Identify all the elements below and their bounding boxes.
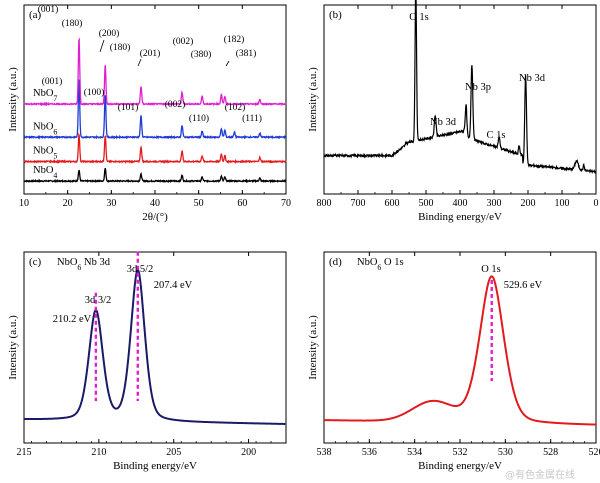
x-axis-label: Binding energy/eV [418, 460, 502, 472]
x-tick-label: 526 [589, 447, 600, 458]
hkl-label: (100) [84, 87, 105, 98]
x-tick-label: 800 [317, 198, 332, 209]
hkl-label: (180) [62, 18, 83, 29]
peak-label: Nb 3d [430, 117, 457, 128]
peak-energy-label: 207.4 eV [154, 280, 193, 291]
plot-frame [23, 251, 287, 444]
hkl-label: (002) [173, 36, 194, 47]
peak-energy-label: 210.2 eV [53, 314, 92, 325]
x-tick-label: 536 [362, 447, 377, 458]
plot-frame [323, 251, 597, 444]
annotation-arrow [225, 60, 230, 67]
x-tick-label: 0 [594, 198, 599, 209]
peak-name-label: O 1s [481, 264, 501, 275]
hkl-label: (102) [225, 102, 246, 113]
x-tick-label: 700 [351, 198, 366, 209]
peak-name-label: 3d 3/2 [85, 295, 112, 306]
panel-a-xrd: 10 20 30 40 50 60 70 Intensity (a.u.) 2θ/(°) (a) N… [7, 4, 291, 223]
x-tick-label: 534 [407, 447, 422, 458]
y-axis-label: Intensity (a.u.) [7, 67, 19, 132]
x-tick-label: 210 [91, 447, 106, 458]
x-tick-label: 215 [17, 447, 32, 458]
hkl-label: (101) [118, 102, 139, 113]
peak-label: Nb 3p [465, 82, 491, 93]
x-tick-label: 30 [106, 198, 116, 209]
hkl-label: (111) [242, 113, 262, 124]
x-tick-label: 40 [150, 198, 160, 209]
xps-survey-line [323, 0, 597, 175]
panel-label: (b) [329, 9, 342, 21]
hkl-label: (381) [236, 48, 257, 59]
panel-label: (a) [29, 9, 42, 21]
x-tick-label: 60 [237, 198, 247, 209]
x-tick-label: 528 [543, 447, 558, 458]
hkl-label: (201) [140, 48, 161, 59]
xrd-line-NbO6 [23, 78, 287, 140]
x-tick-label: 50 [194, 198, 204, 209]
series-label-NbO6: NbO6 [33, 121, 57, 136]
peak-name-label: 3d 5/2 [127, 264, 154, 275]
o1s-line [323, 275, 597, 426]
xrd-line-NbO4 [23, 167, 287, 184]
annotation-arrow [99, 39, 105, 53]
hkl-label: (182) [224, 34, 245, 45]
xrd-line-NbO5 [23, 132, 287, 165]
hkl-label: (380) [191, 49, 212, 60]
hkl-label: (200) [99, 28, 120, 39]
x-tick-label: 200 [521, 198, 536, 209]
hkl-label: (001) [38, 4, 59, 15]
series-label-NbO5: NbO5 [33, 146, 57, 161]
hkl-label: (001) [42, 76, 63, 87]
peak-label: C 1s [487, 130, 506, 141]
peak-energy-label: 529.6 eV [504, 280, 543, 291]
watermark: @有色金属在线 [505, 468, 575, 481]
xrd-line-NbO7 [23, 37, 287, 107]
x-tick-label: 20 [63, 198, 73, 209]
x-tick-label: 205 [166, 447, 181, 458]
panel-title: NbO6 Nb 3d [57, 257, 111, 272]
hkl-label: (110) [189, 113, 209, 124]
x-tick-label: 200 [241, 447, 256, 458]
series-label-NbO7: NbO7 [33, 88, 57, 103]
x-tick-label: 100 [555, 198, 570, 209]
x-axis-label: Binding energy/eV [113, 460, 197, 472]
panel-label: (c) [29, 256, 42, 268]
y-axis-label: Intensity (a.u.) [7, 315, 19, 380]
panel-c-nb3d: 215 210 205 200 Intensity (a.u.) Binding ener… [7, 251, 287, 472]
x-tick-label: 10 [19, 198, 29, 209]
annotation-arrow [137, 58, 142, 67]
x-tick-label: 530 [498, 447, 513, 458]
x-tick-label: 400 [453, 198, 468, 209]
x-tick-label: 300 [487, 198, 502, 209]
peak-label: O 1s [409, 12, 429, 23]
hkl-label: (002) [165, 99, 186, 110]
x-tick-label: 532 [453, 447, 468, 458]
x-tick-label: 70 [281, 198, 291, 209]
y-axis-label: Intensity (a.u.) [307, 67, 319, 132]
x-axis-label: 2θ/(°) [142, 211, 168, 223]
panel-d-o1s: 538 536 534 532 530 528 526 Intensity (a.u.) Bin… [307, 251, 600, 472]
nb3d-line [24, 268, 286, 425]
panel-title: NbO6 O 1s [357, 257, 404, 272]
hkl-label: (180) [110, 42, 131, 53]
panel-b-xps-survey: 800 700 600 500 400 300 200 100 0 Intensity (a.u.… [307, 0, 599, 223]
peak-label: Nb 3d [519, 73, 546, 84]
x-axis-label: Binding energy/eV [418, 211, 502, 223]
x-tick-label: 600 [385, 198, 400, 209]
x-tick-label: 538 [317, 447, 332, 458]
plot-frame [323, 4, 597, 195]
series-label-NbO4: NbO4 [33, 165, 57, 180]
x-tick-label: 500 [419, 198, 434, 209]
panel-label: (d) [329, 256, 342, 268]
plot-frame [23, 4, 287, 195]
y-axis-label: Intensity (a.u.) [307, 315, 319, 380]
